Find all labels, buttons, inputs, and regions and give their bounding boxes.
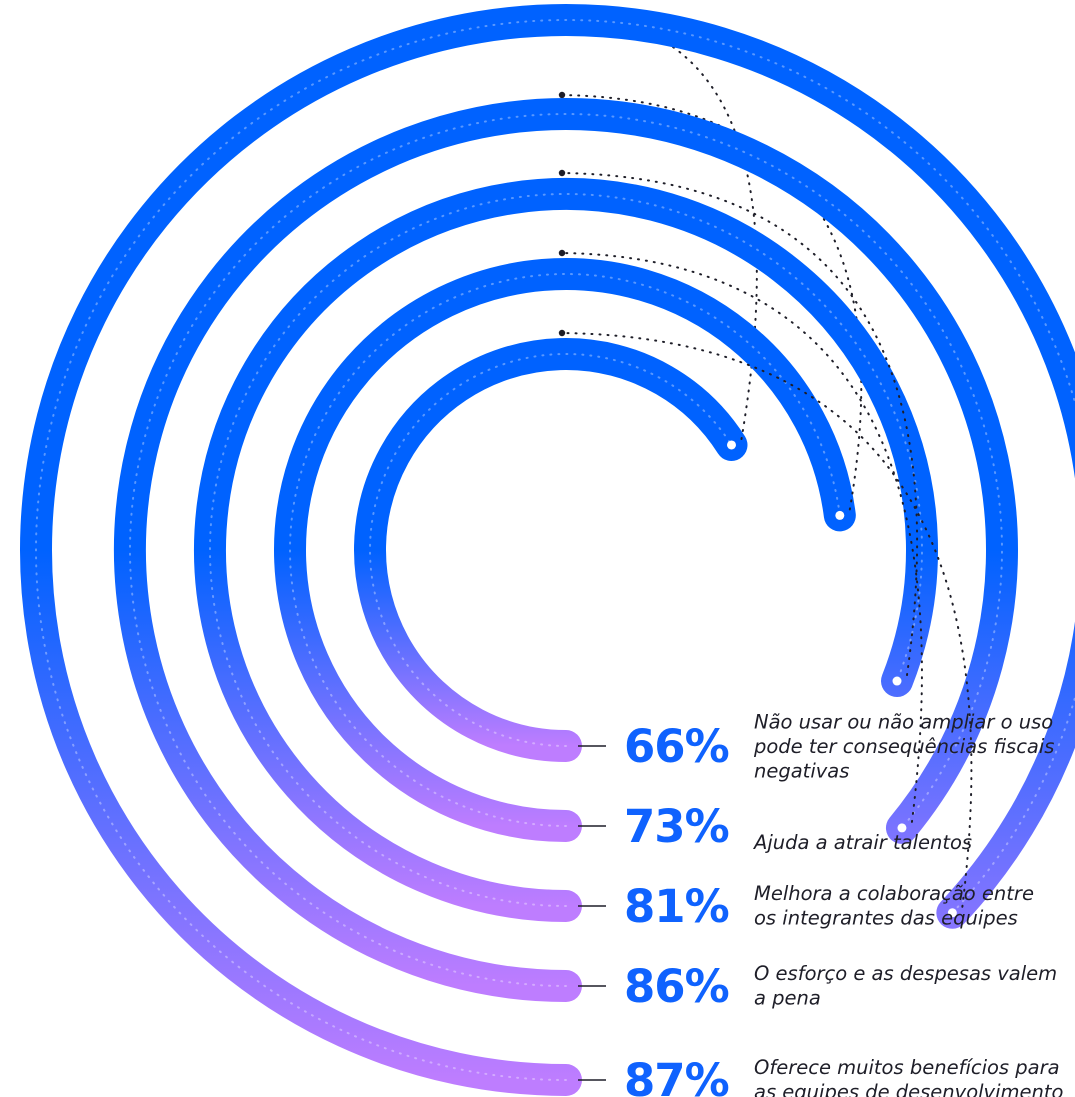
bar-tip-dot bbox=[947, 908, 957, 918]
value-label: 87% bbox=[624, 1054, 729, 1097]
connector-end-dot bbox=[558, 249, 566, 257]
connector-dotted-line bbox=[561, 13, 758, 440]
category-label: negativas bbox=[754, 760, 849, 783]
bar-inner-dots bbox=[369, 353, 733, 747]
bar-inner-dots bbox=[35, 19, 1075, 1081]
connector-end-dot bbox=[558, 169, 566, 177]
bar-inner-dots bbox=[209, 193, 923, 907]
category-label: a pena bbox=[754, 986, 821, 1009]
connector-dotted-line bbox=[561, 252, 923, 823]
connector-dotted-line bbox=[561, 332, 973, 908]
value-label: 86% bbox=[624, 960, 729, 1013]
category-label: pode ter consequências fiscais bbox=[753, 735, 1054, 758]
bar-tip-dot bbox=[897, 823, 907, 833]
connector-end-dot bbox=[558, 329, 566, 337]
bar-73 bbox=[274, 258, 856, 842]
bar-tip-dot bbox=[892, 676, 902, 686]
bar-87 bbox=[20, 4, 1075, 1096]
bar-66 bbox=[354, 338, 748, 762]
category-label: as equipes de desenvolvimento bbox=[754, 1080, 1063, 1097]
value-label: 73% bbox=[624, 800, 729, 853]
category-label: O esforço e as despesas valem bbox=[754, 962, 1057, 985]
category-label: Oferece muitos benefícios para bbox=[754, 1056, 1060, 1079]
category-label: Ajuda a atrair talentos bbox=[752, 831, 972, 854]
bar-86 bbox=[114, 98, 1018, 1002]
bar-tip-dot bbox=[835, 510, 845, 520]
bar-tip-dot bbox=[726, 440, 736, 450]
category-label: Melhora a colaboração entre bbox=[754, 882, 1034, 905]
category-label: Não usar ou não ampliar o uso bbox=[754, 711, 1053, 734]
bar-inner-dots bbox=[129, 113, 1003, 987]
category-label: os integrantes das equipes bbox=[754, 906, 1018, 929]
connector-dotted-line bbox=[561, 172, 919, 677]
value-label: 81% bbox=[624, 880, 729, 933]
connector-end-dot bbox=[558, 91, 566, 99]
bars-group bbox=[20, 4, 1075, 1096]
bar-81 bbox=[194, 178, 938, 922]
value-label: 66% bbox=[624, 720, 729, 773]
bar-inner-dots bbox=[289, 273, 841, 827]
